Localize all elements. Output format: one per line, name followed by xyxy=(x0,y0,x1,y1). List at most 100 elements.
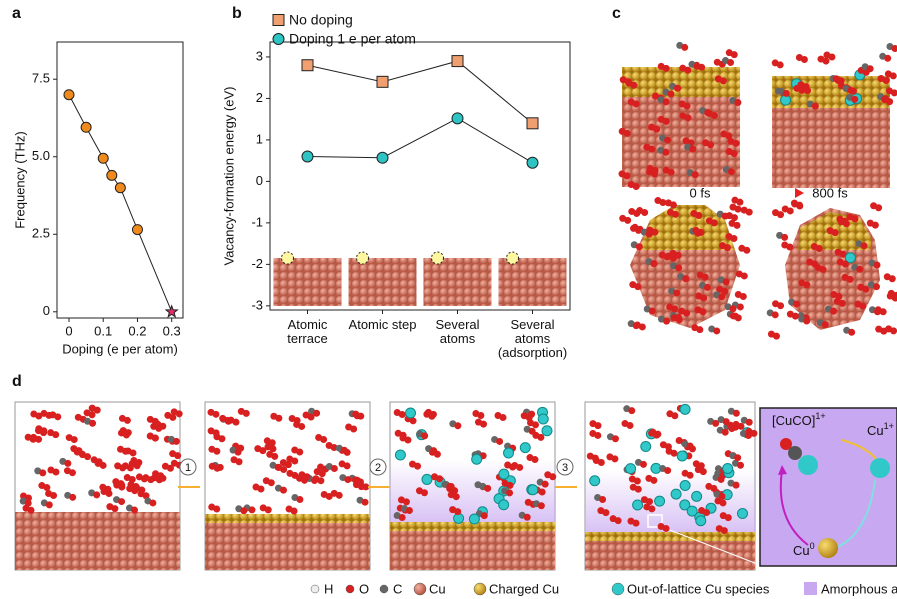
molecule xyxy=(746,209,753,216)
atom-cu-out xyxy=(870,458,890,478)
atom-cu-out xyxy=(499,500,509,510)
x-tick-label: 0 xyxy=(65,323,72,338)
molecule xyxy=(615,517,622,524)
molecule xyxy=(213,448,220,455)
molecule xyxy=(668,169,675,176)
molecule xyxy=(135,459,142,466)
molecule xyxy=(155,425,162,432)
molecule xyxy=(406,507,413,514)
molecule xyxy=(873,283,880,290)
molecule xyxy=(320,436,327,443)
molecule xyxy=(734,454,741,461)
molecule xyxy=(236,458,243,465)
molecule xyxy=(611,455,618,462)
species-name: Cu xyxy=(867,423,884,438)
molecule xyxy=(633,322,640,329)
atom-cu-out xyxy=(692,491,702,501)
molecule xyxy=(130,449,137,456)
species-charge: 0 xyxy=(810,541,815,551)
marker xyxy=(527,157,538,168)
molecule xyxy=(812,103,819,110)
slab xyxy=(585,540,755,570)
molecule xyxy=(741,272,748,279)
molecule xyxy=(736,199,743,206)
molecule xyxy=(308,413,315,420)
molecule xyxy=(665,443,672,450)
molecule xyxy=(664,137,671,144)
vacancy xyxy=(357,252,369,264)
molecule xyxy=(671,450,678,457)
molecule xyxy=(822,321,829,328)
legend-label: Amorphous area xyxy=(821,581,897,596)
molecule xyxy=(612,435,619,442)
legend-label: Cu xyxy=(429,581,446,596)
molecule xyxy=(317,477,324,484)
marker xyxy=(107,170,117,180)
molecule xyxy=(707,141,714,148)
molecule xyxy=(357,413,364,420)
molecule xyxy=(654,431,661,438)
axes-frame xyxy=(57,42,183,318)
molecule xyxy=(793,300,800,307)
molecule xyxy=(296,496,303,503)
molecule xyxy=(734,99,741,106)
atom-cu-out xyxy=(469,514,479,524)
y-tick-label: -3 xyxy=(251,297,263,312)
molecule xyxy=(319,470,326,477)
x-axis-label: Doping (e per atom) xyxy=(62,341,178,356)
molecule xyxy=(633,100,640,107)
molecule xyxy=(149,499,156,506)
molecule xyxy=(480,421,487,428)
molecule xyxy=(218,435,225,442)
molecule xyxy=(311,477,318,484)
molecule xyxy=(599,496,606,503)
atom-cu-out xyxy=(626,464,636,474)
marker xyxy=(132,225,142,235)
step-label: 3 xyxy=(562,462,568,474)
molecule xyxy=(692,171,699,178)
y-tick-label: 7.5 xyxy=(32,71,50,86)
legend-label: Out-of-lattice Cu species xyxy=(627,581,770,596)
molecule xyxy=(446,483,453,490)
legend-swatch xyxy=(612,583,624,595)
molecule xyxy=(634,478,641,485)
molecule xyxy=(723,418,730,425)
time-label: 0 fs xyxy=(690,185,711,200)
molecule xyxy=(648,146,655,153)
molecule xyxy=(453,493,460,500)
molecule xyxy=(674,85,681,92)
molecule xyxy=(71,436,78,443)
legend-label: Charged Cu xyxy=(489,581,559,596)
molecule xyxy=(734,222,741,229)
molecule xyxy=(737,423,744,430)
molecule xyxy=(676,316,683,323)
molecule xyxy=(689,146,696,153)
molecule xyxy=(500,414,507,421)
slab xyxy=(772,108,890,188)
molecule xyxy=(421,489,428,496)
y-tick-label: 0 xyxy=(43,303,50,318)
molecule xyxy=(819,266,826,273)
molecule xyxy=(484,485,491,492)
molecule xyxy=(331,465,338,472)
line xyxy=(308,118,533,162)
molecule xyxy=(399,514,406,521)
molecule xyxy=(792,313,799,320)
molecule xyxy=(627,422,634,429)
molecule xyxy=(506,489,513,496)
molecule xyxy=(777,302,784,309)
atom-cu-out xyxy=(677,451,687,461)
atom-cu-out xyxy=(499,469,509,479)
molecule xyxy=(851,215,858,222)
molecule xyxy=(839,300,846,307)
atom-cu-out xyxy=(671,489,681,499)
molecule xyxy=(275,415,282,422)
molecule xyxy=(733,482,740,489)
molecule xyxy=(344,476,351,483)
molecule xyxy=(507,482,514,489)
molecule xyxy=(648,505,655,512)
atom-cu-out xyxy=(633,500,643,510)
molecule xyxy=(46,501,53,508)
legend-swatch xyxy=(346,585,354,593)
molecule xyxy=(646,498,653,505)
